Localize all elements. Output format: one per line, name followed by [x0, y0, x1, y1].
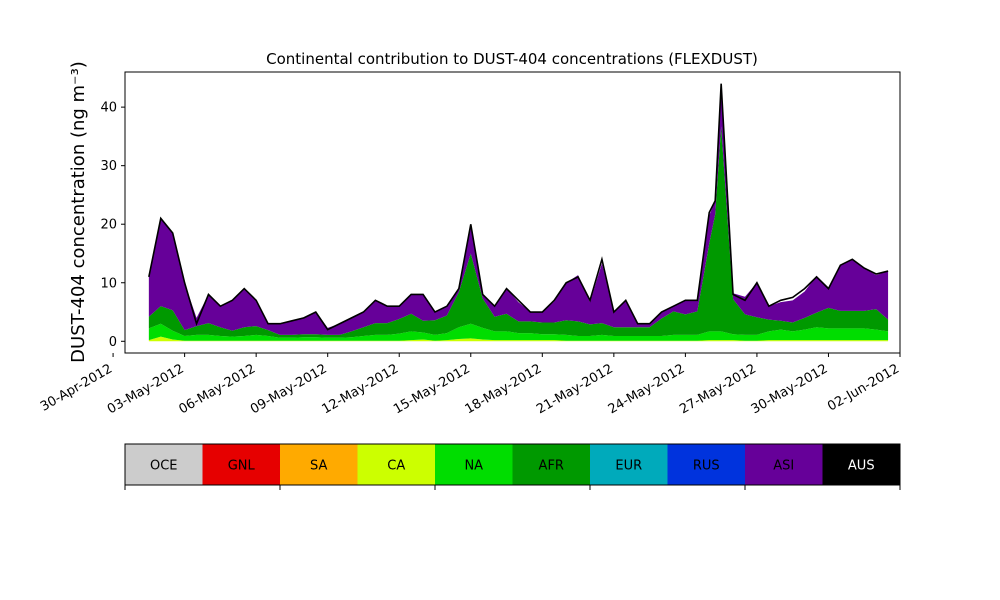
x-tick-label: 15-May-2012 — [391, 361, 473, 417]
x-tick-label: 30-Apr-2012 — [38, 361, 115, 414]
x-axis: 30-Apr-201203-May-201206-May-201209-May-… — [38, 353, 902, 417]
legend-border — [124, 443, 901, 486]
x-tick-label: 12-May-2012 — [320, 361, 402, 417]
legend-label-rus: RUS — [693, 459, 720, 474]
legend-swatch-eur — [590, 444, 668, 485]
legend-swatch-sa — [280, 444, 358, 485]
plot-border — [124, 71, 901, 354]
legend-swatch-afr — [512, 444, 591, 485]
x-tick-label: 24-May-2012 — [606, 361, 688, 417]
legend-swatch-asi — [745, 444, 823, 485]
legend-swatch-rus — [667, 444, 746, 485]
stacked-areas — [148, 89, 889, 342]
x-tick-label: 02-Jun-2012 — [825, 361, 902, 414]
area-asi — [148, 89, 889, 335]
x-tick-label: 18-May-2012 — [463, 361, 545, 417]
legend-swatch-na — [435, 444, 513, 485]
legend-label-aus: AUS — [848, 459, 875, 474]
x-tick-label: 09-May-2012 — [248, 361, 330, 417]
legend-label-ca: CA — [387, 459, 405, 474]
chart-title: Continental contribution to DUST-404 con… — [266, 50, 758, 68]
x-tick-label: 27-May-2012 — [677, 361, 759, 417]
x-tick-label: 03-May-2012 — [105, 361, 187, 417]
legend-swatch-aus — [822, 444, 901, 485]
y-tick-label: 20 — [100, 218, 117, 233]
y-tick-label: 40 — [100, 101, 117, 116]
legend-label-eur: EUR — [615, 459, 642, 474]
x-tick-label: 30-May-2012 — [749, 361, 831, 417]
y-tick-label: 0 — [109, 335, 117, 350]
area-afr — [148, 126, 889, 338]
area-ca — [148, 336, 889, 342]
legend-label-na: NA — [464, 459, 483, 474]
x-tick-label: 21-May-2012 — [534, 361, 616, 417]
area-na — [148, 323, 889, 341]
legend-label-sa: SA — [310, 459, 327, 474]
y-axis-title: DUST-404 concentration (ng m⁻³) — [68, 61, 89, 363]
legend-swatch-oce — [125, 444, 203, 485]
legend-label-afr: AFR — [539, 459, 564, 474]
legend-swatch-ca — [357, 444, 436, 485]
legend-label-asi: ASI — [773, 459, 794, 474]
legend-swatch-gnl — [202, 444, 281, 485]
total-concentration-line — [148, 83, 889, 331]
y-axis: 0 10 20 30 40 — [100, 101, 125, 350]
y-tick-label: 10 — [100, 276, 117, 291]
legend-label-gnl: GNL — [228, 459, 256, 474]
legend-label-oce: OCE — [150, 459, 178, 474]
plot-area — [124, 71, 901, 354]
legend-colorbar: OCE GNL SA CA NA AFR EUR RUS ASI AUS — [124, 443, 901, 490]
y-tick-label: 30 — [100, 159, 117, 174]
x-tick-label: 06-May-2012 — [176, 361, 258, 417]
